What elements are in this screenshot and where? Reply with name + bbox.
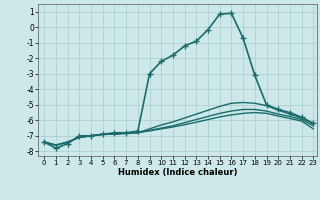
X-axis label: Humidex (Indice chaleur): Humidex (Indice chaleur) (118, 168, 237, 177)
